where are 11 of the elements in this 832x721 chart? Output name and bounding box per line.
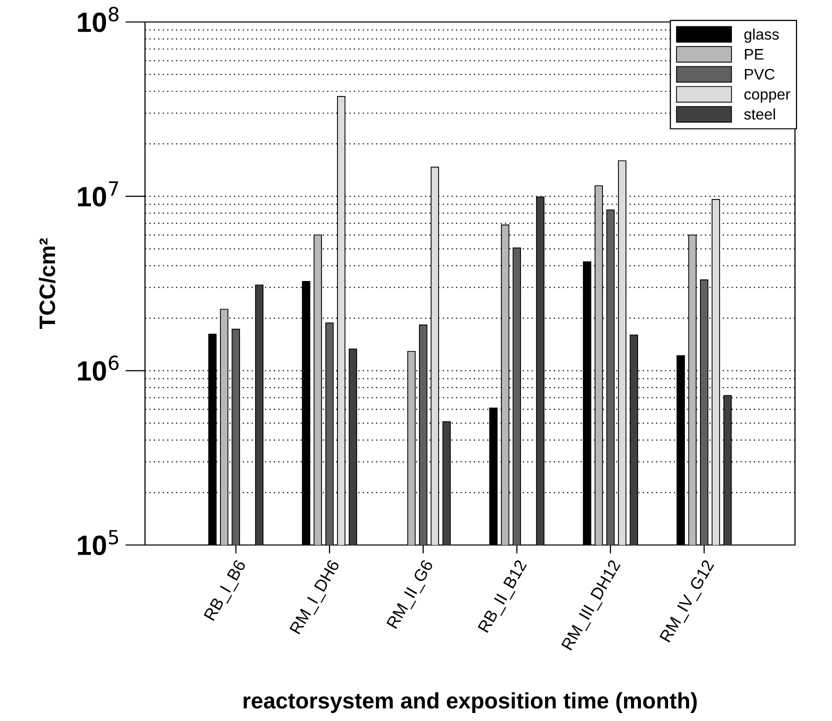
y-tick-label: 10$^{7}$ <box>78 181 118 206</box>
legend-label: steel <box>744 108 775 120</box>
x-axis-title: reactorsystem and exposition time (month) <box>244 692 697 713</box>
legend-label: PE <box>744 49 764 60</box>
legend-label: PVC <box>744 68 775 80</box>
legend-label: glass <box>744 28 779 43</box>
y-tick-label: 10$^{8}$ <box>78 6 118 32</box>
y-tick-label: 10$^{5}$ <box>78 530 118 556</box>
legend-label: copper <box>744 91 790 103</box>
y-tick-label: 10$^{6}$ <box>78 355 119 381</box>
y-axis-title: TCC/cm² <box>38 238 56 329</box>
